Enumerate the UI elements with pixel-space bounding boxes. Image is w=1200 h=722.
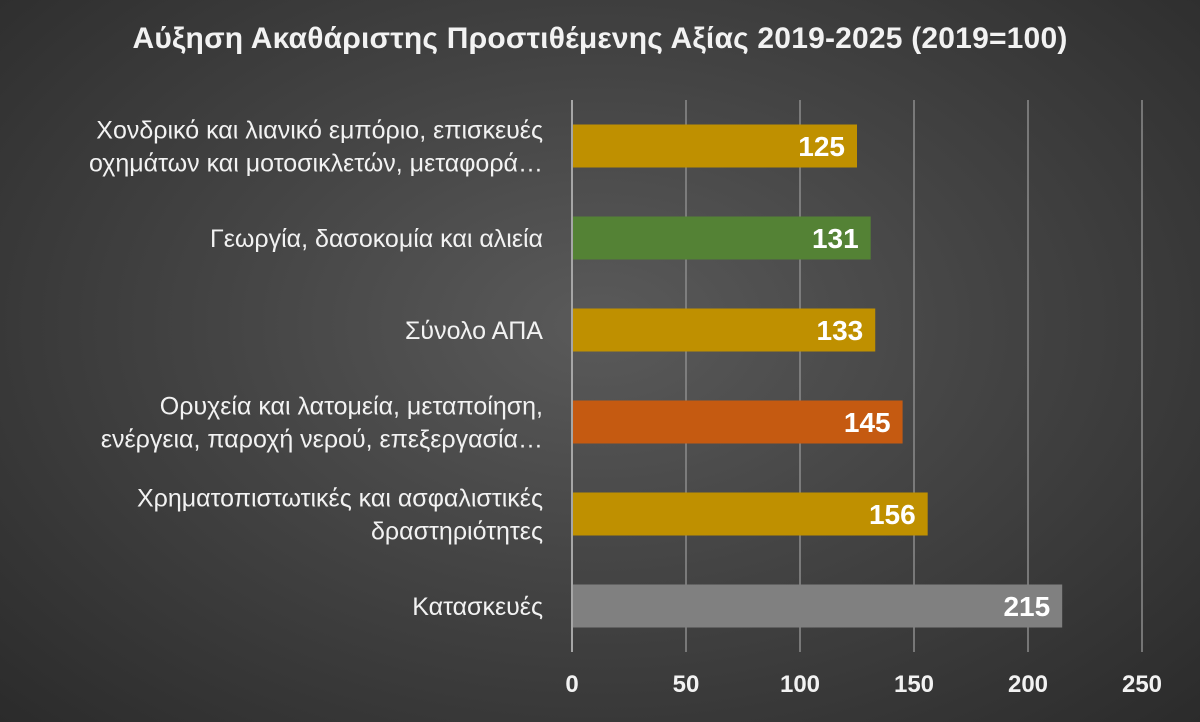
data-label-0: 125	[798, 131, 845, 162]
data-label-4: 156	[869, 499, 916, 530]
bar-0	[572, 124, 857, 168]
data-label-5: 215	[1003, 591, 1050, 622]
category-label-4-0: Χρηματοπιστωτικές και ασφαλιστικές	[137, 485, 543, 513]
category-label-4-1: δραστηριότητες	[371, 518, 543, 546]
x-tick-label-250: 250	[1122, 671, 1162, 698]
data-label-3: 145	[844, 407, 891, 438]
x-tick-label-100: 100	[780, 671, 820, 698]
bar-1	[572, 216, 871, 260]
x-tick-label-0: 0	[565, 671, 578, 698]
bar-3	[572, 400, 903, 444]
x-tick-label-200: 200	[1008, 671, 1048, 698]
bar-5	[572, 584, 1063, 628]
category-label-3-1: ενέργεια, παροχή νερού, επεξεργασία…	[101, 426, 543, 454]
chart-title: Αύξηση Ακαθάριστης Προστιθέμενης Αξίας 2…	[132, 22, 1068, 55]
category-label-1-0: Γεωργία, δασοκομία και αλιεία	[210, 225, 543, 253]
category-label-0-1: οχημάτων και μοτοσικλετών, μεταφορά…	[89, 150, 543, 178]
x-tick-label-50: 50	[673, 671, 700, 698]
bar-2	[572, 308, 876, 352]
x-tick-label-150: 150	[894, 671, 934, 698]
bar-4	[572, 492, 928, 536]
category-label-3-0: Ορυχεία και λατομεία, μεταποίηση,	[160, 393, 543, 421]
category-label-2-0: Σύνολο ΑΠΑ	[405, 317, 543, 345]
category-label-0-0: Χονδρικό και λιανικό εμπόριο, επισκευές	[96, 117, 543, 145]
category-label-5-0: Κατασκευές	[412, 593, 543, 621]
data-label-1: 131	[812, 223, 859, 254]
data-label-2: 133	[817, 315, 864, 346]
